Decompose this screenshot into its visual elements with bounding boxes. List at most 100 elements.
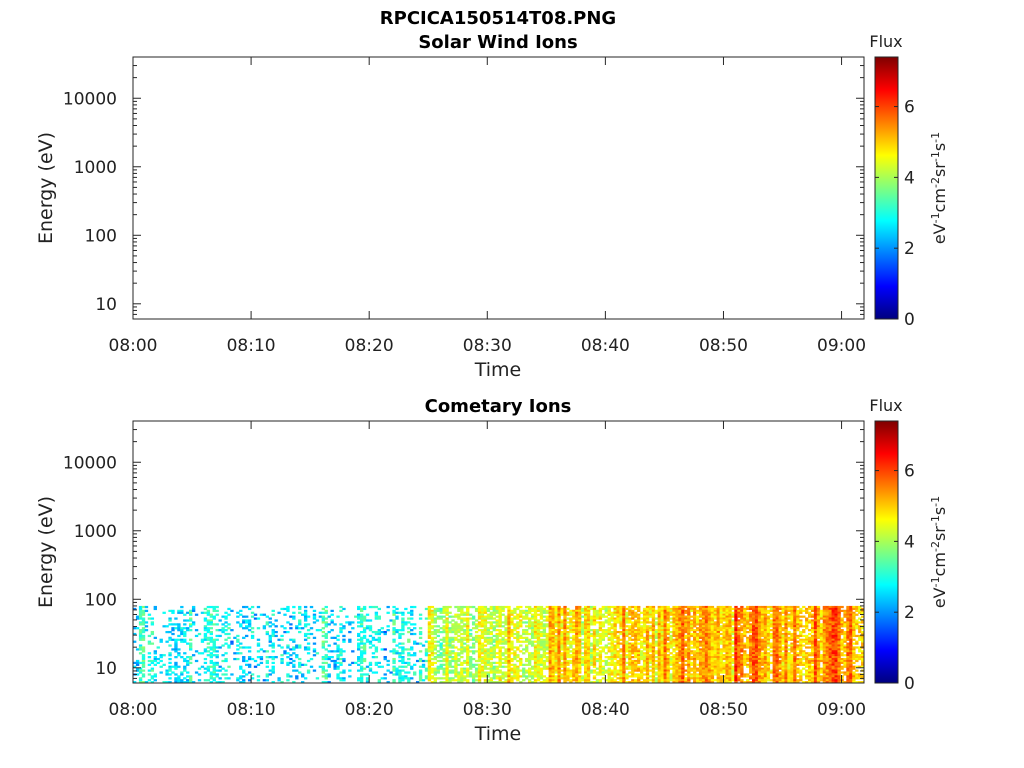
heatmap-cell	[695, 675, 700, 678]
heatmap-cell	[598, 661, 603, 665]
heatmap-cell	[684, 652, 688, 655]
heatmap-cell	[701, 615, 706, 618]
heatmap-cell	[666, 644, 670, 647]
heatmap-cell	[734, 659, 738, 663]
heatmap-cell	[586, 646, 591, 649]
heatmap-cell	[743, 619, 747, 622]
heatmap-cell	[554, 657, 558, 661]
heatmap-cell	[301, 627, 305, 630]
heatmap-cell	[221, 623, 225, 626]
heatmap-cell	[760, 679, 765, 682]
heatmap-cell	[660, 638, 664, 641]
heatmap-cell	[180, 632, 184, 636]
heatmap-cell	[138, 679, 143, 682]
heatmap-cell	[501, 630, 505, 634]
heatmap-cell	[698, 673, 703, 676]
heatmap-cell	[368, 661, 373, 665]
heatmap-cell	[575, 671, 579, 674]
heatmap-cell	[681, 667, 685, 670]
heatmap-cell	[498, 611, 502, 614]
heatmap-cell	[554, 644, 558, 647]
heatmap-cell	[563, 677, 567, 680]
heatmap-cell	[613, 634, 617, 638]
heatmap-cell	[271, 632, 275, 636]
heatmap-cell	[383, 673, 387, 676]
heatmap-cell	[357, 646, 361, 649]
heatmap-cell	[622, 638, 626, 641]
heatmap-cell	[401, 652, 405, 655]
heatmap-cell	[622, 650, 626, 653]
heatmap-cell	[224, 638, 228, 641]
heatmap-cell	[687, 627, 691, 630]
heatmap-cell	[516, 630, 520, 634]
heatmap-cell	[737, 615, 741, 618]
heatmap-cell	[619, 609, 623, 613]
heatmap-cell	[209, 681, 213, 684]
heatmap-cell	[713, 656, 718, 659]
heatmap-cell	[180, 640, 184, 643]
heatmap-cell	[442, 667, 446, 670]
heatmap-cell	[728, 661, 732, 665]
heatmap-cell	[757, 652, 762, 655]
heatmap-cell	[648, 611, 653, 614]
heatmap-cell	[430, 625, 435, 628]
heatmap-cell	[675, 613, 679, 616]
heatmap-cell	[180, 681, 184, 684]
heatmap-cell	[581, 625, 585, 628]
heatmap-cell	[728, 656, 732, 659]
heatmap-cell	[247, 629, 252, 632]
heatmap-cell	[153, 652, 157, 655]
heatmap-cell	[740, 609, 744, 613]
heatmap-cell	[466, 644, 470, 647]
heatmap-cell	[474, 659, 479, 663]
heatmap-cell	[365, 681, 370, 684]
heatmap-cell	[430, 667, 435, 670]
heatmap-cell	[362, 648, 367, 651]
heatmap-cell	[675, 669, 679, 672]
heatmap-cell	[687, 617, 691, 620]
heatmap-cell	[277, 638, 281, 641]
heatmap-cell	[572, 669, 576, 672]
heatmap-cell	[660, 629, 664, 632]
heatmap-cell	[542, 648, 547, 651]
heatmap-cell	[610, 605, 614, 609]
heatmap-cell	[498, 650, 502, 653]
heatmap-cell	[533, 681, 538, 684]
heatmap-cell	[522, 615, 526, 618]
heatmap-cell	[737, 609, 741, 613]
heatmap-cell	[433, 611, 437, 614]
heatmap-cell	[510, 623, 514, 626]
heatmap-cell	[610, 615, 614, 618]
heatmap-cell	[298, 605, 302, 609]
heatmap-cell	[560, 630, 564, 634]
heatmap-cell	[763, 609, 768, 613]
heatmap-cell	[551, 613, 555, 616]
heatmap-cell	[504, 650, 508, 653]
heatmap-cell	[704, 634, 709, 638]
heatmap-cell	[716, 657, 720, 661]
heatmap-cell	[392, 640, 396, 643]
heatmap-cell	[613, 630, 617, 634]
heatmap-cell	[498, 613, 502, 616]
heatmap-cell	[740, 632, 744, 636]
heatmap-cell	[725, 657, 729, 661]
heatmap-cell	[410, 611, 414, 614]
heatmap-cell	[442, 609, 446, 613]
heatmap-cell	[681, 632, 685, 636]
heatmap-cell	[480, 619, 485, 622]
heatmap-cell	[716, 615, 720, 618]
heatmap-cell	[242, 679, 246, 682]
heatmap-cell	[548, 615, 552, 618]
heatmap-cell	[501, 621, 505, 624]
heatmap-cell	[495, 629, 499, 632]
heatmap-cell	[295, 646, 299, 649]
heatmap-cell	[592, 677, 597, 680]
heatmap-cell	[424, 652, 429, 655]
heatmap-cell	[586, 671, 591, 674]
heatmap-cell	[737, 654, 741, 657]
heatmap-cell	[557, 652, 561, 655]
heatmap-cell	[716, 605, 720, 609]
heatmap-cell	[504, 657, 508, 661]
heatmap-cell	[728, 632, 732, 636]
heatmap-cell	[651, 669, 656, 672]
